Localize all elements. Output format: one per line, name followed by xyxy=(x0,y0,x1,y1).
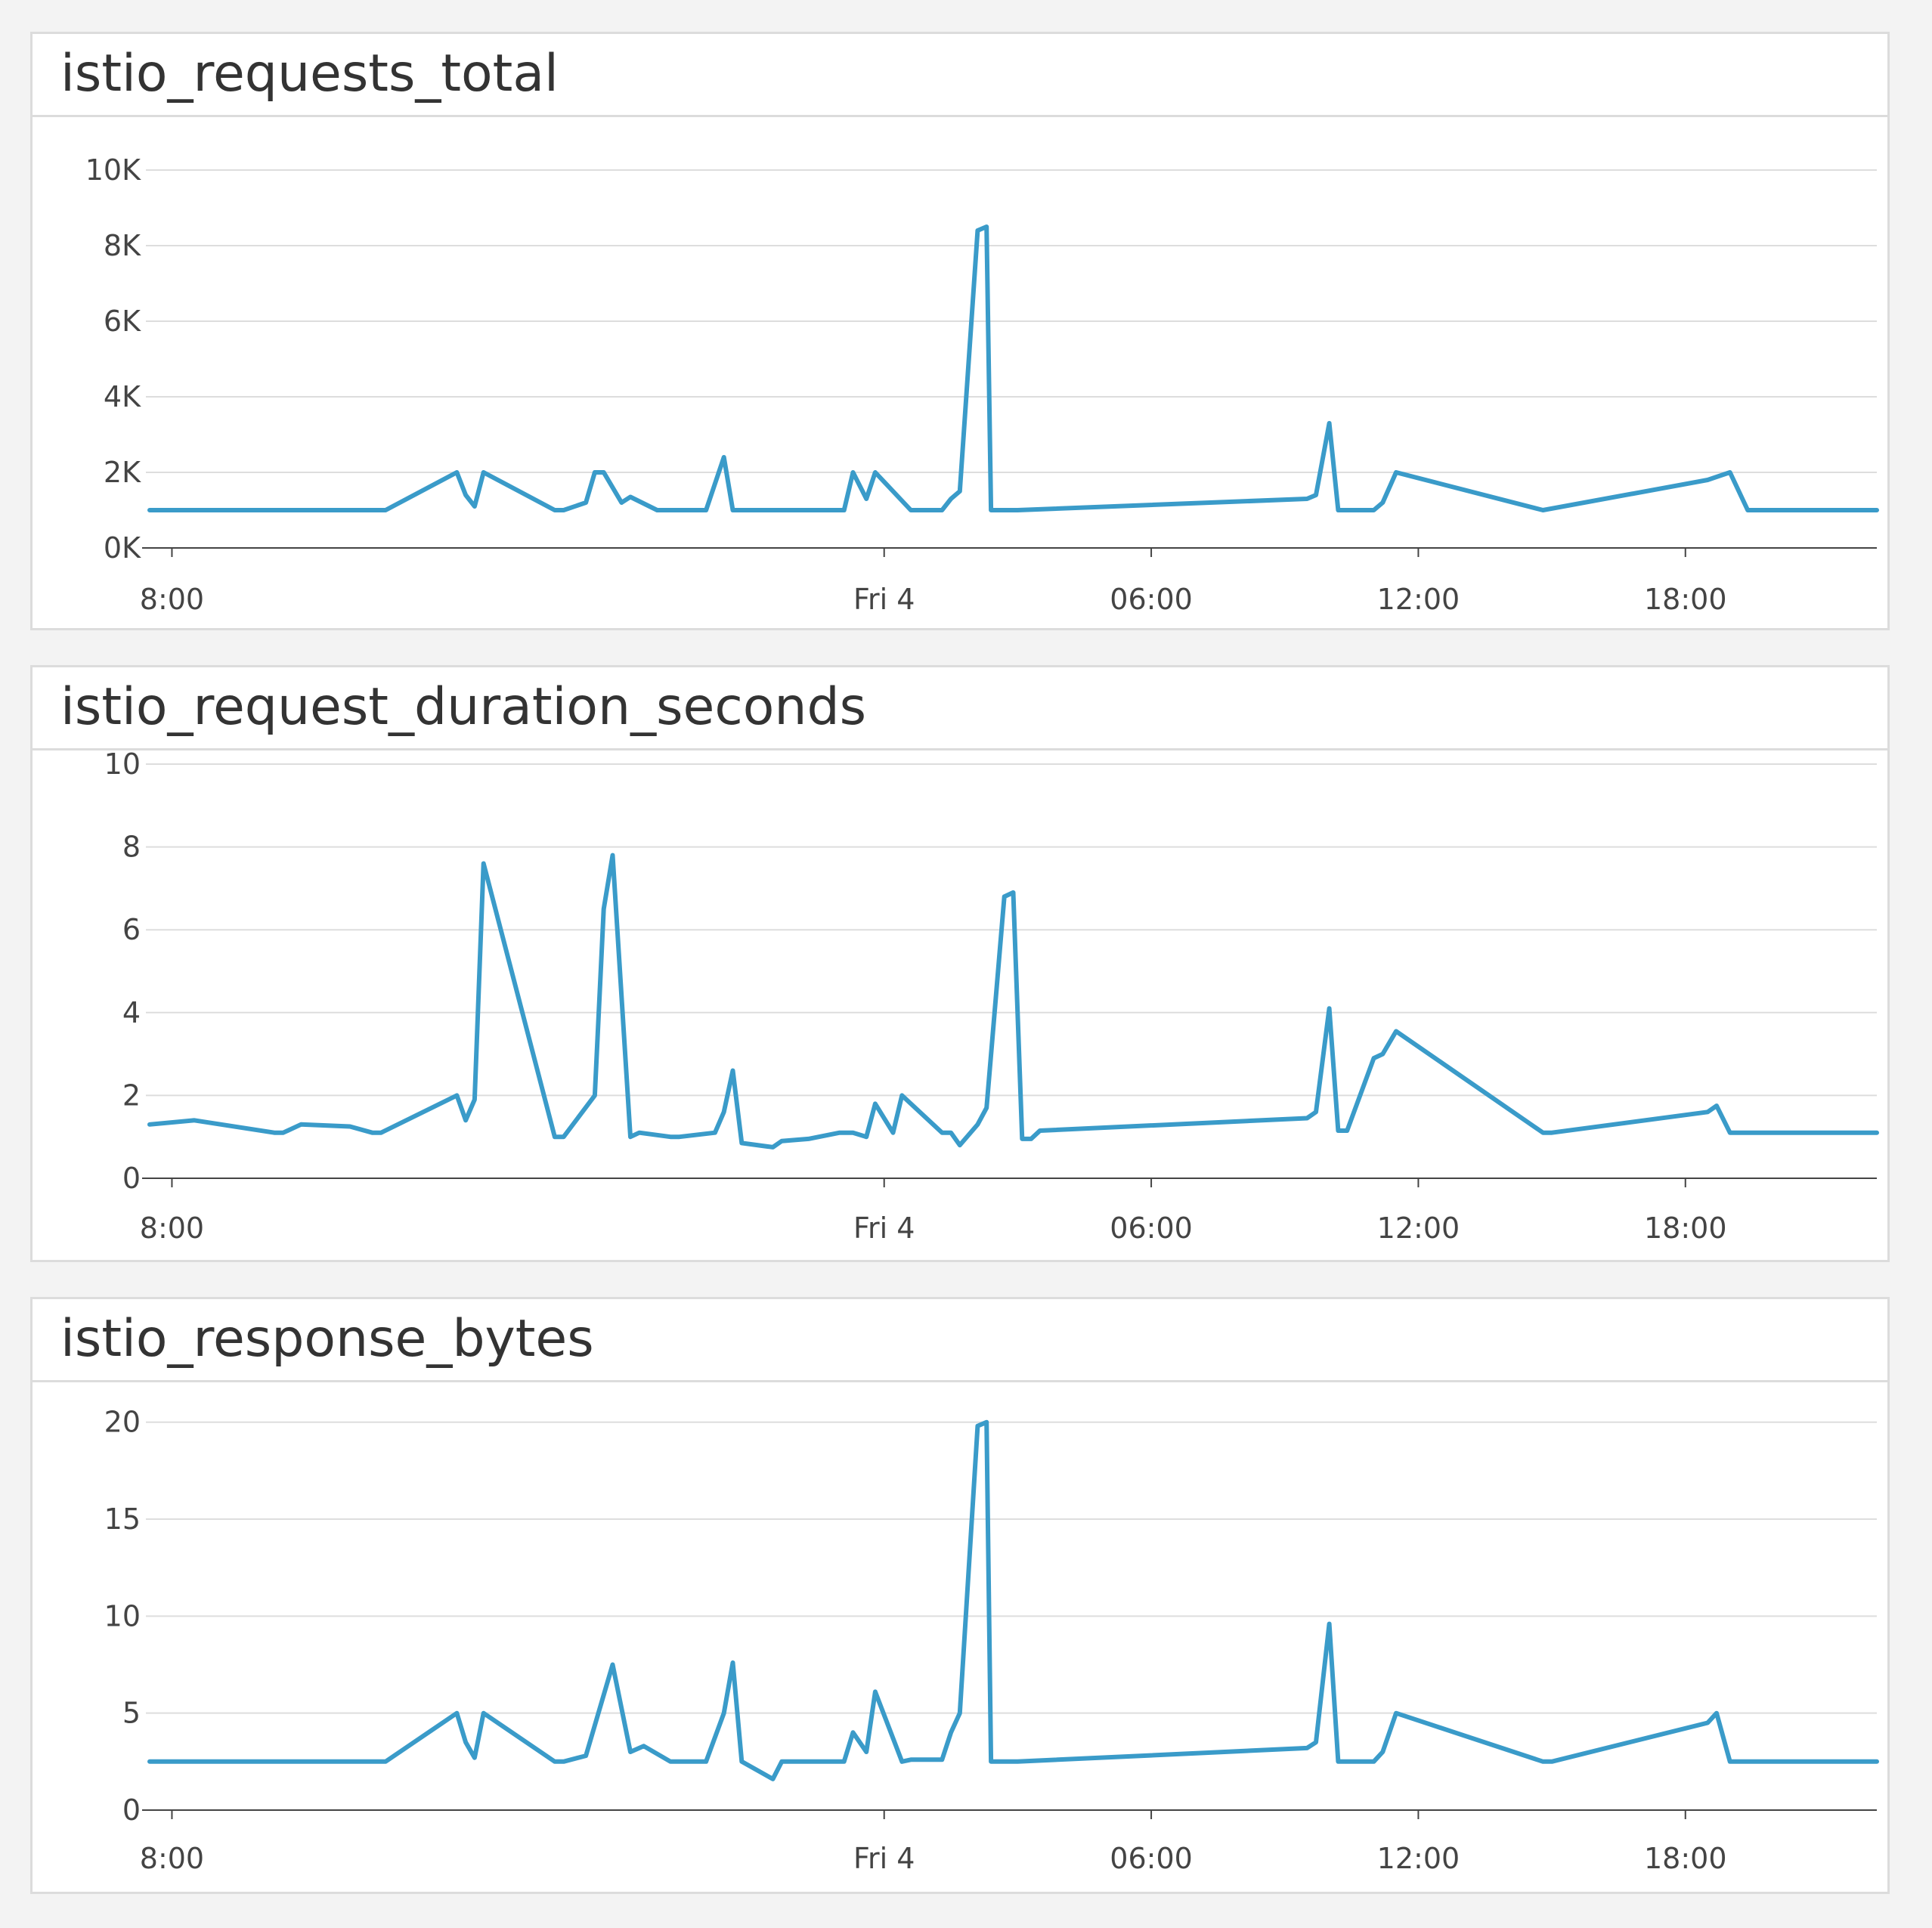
line-chart-requests-total: 0K 2K 4K 6K 8K 10K 8:00 Fri 4 06:00 12:00 18:00 xyxy=(85,153,1879,616)
x-tick-label: 12:00 xyxy=(1377,1212,1460,1245)
y-tick-label: 4 xyxy=(122,996,141,1029)
x-tick-label: 06:00 xyxy=(1110,1842,1193,1875)
x-tick-label: 18:00 xyxy=(1644,583,1727,616)
y-tick-label: 2 xyxy=(122,1079,141,1112)
x-tick-label: 06:00 xyxy=(1110,583,1193,616)
series-line xyxy=(147,853,1879,1150)
y-tick-label: 2K xyxy=(104,456,141,489)
panel-header: istio_request_duration_seconds xyxy=(33,667,1887,750)
y-tick-label: 6K xyxy=(104,305,141,338)
chart-title: istio_response_bytes xyxy=(60,1309,594,1369)
y-tick-label: 0 xyxy=(122,1162,141,1195)
x-tick-label: 18:00 xyxy=(1644,1842,1727,1875)
x-tick-label: 06:00 xyxy=(1110,1212,1193,1245)
panel-response-bytes: istio_response_bytes 0 5 10 15 20 8:00 Fri 4 06… xyxy=(30,1297,1890,1894)
series-line xyxy=(147,1419,1879,1781)
panel-request-duration-seconds: istio_request_duration_seconds 0 2 4 6 8 10 8:… xyxy=(30,665,1890,1262)
y-tick-label: 10 xyxy=(104,1599,141,1632)
x-tick-label: 12:00 xyxy=(1377,1842,1460,1875)
panel-header: istio_requests_total xyxy=(33,34,1887,117)
y-tick-label: 0 xyxy=(122,1793,141,1827)
y-tick-label: 10 xyxy=(104,747,141,781)
x-tick-label: 8:00 xyxy=(140,1212,204,1245)
line-chart-request-duration-seconds: 0 2 4 6 8 10 8:00 Fri 4 06:00 12:00 18:00 xyxy=(104,747,1879,1245)
y-tick-label: 0K xyxy=(104,531,141,565)
x-tick-label: Fri 4 xyxy=(853,583,915,616)
x-tick-label: 8:00 xyxy=(140,1842,204,1875)
chart-title: istio_request_duration_seconds xyxy=(60,677,867,737)
line-chart-response-bytes: 0 5 10 15 20 8:00 Fri 4 06:00 12:00 18:00 xyxy=(104,1406,1879,1875)
y-tick-label: 20 xyxy=(104,1406,141,1439)
panel-requests-total: istio_requests_total 0K 2K 4K 6K 8K 10K 8:00 Fr… xyxy=(30,32,1890,630)
y-tick-label: 10K xyxy=(85,153,141,187)
y-tick-label: 8 xyxy=(122,831,141,864)
y-tick-label: 5 xyxy=(122,1697,141,1730)
x-tick-label: 18:00 xyxy=(1644,1212,1727,1245)
chart-title: istio_requests_total xyxy=(60,44,559,104)
x-tick-label: Fri 4 xyxy=(853,1842,915,1875)
panel-header: istio_response_bytes xyxy=(33,1299,1887,1382)
y-tick-label: 8K xyxy=(104,229,141,262)
series-line xyxy=(147,224,1879,512)
x-tick-label: 12:00 xyxy=(1377,583,1460,616)
x-tick-label: 8:00 xyxy=(140,583,204,616)
y-tick-label: 6 xyxy=(122,913,141,946)
y-tick-label: 4K xyxy=(104,380,141,413)
y-tick-label: 15 xyxy=(104,1502,141,1536)
x-tick-label: Fri 4 xyxy=(853,1212,915,1245)
